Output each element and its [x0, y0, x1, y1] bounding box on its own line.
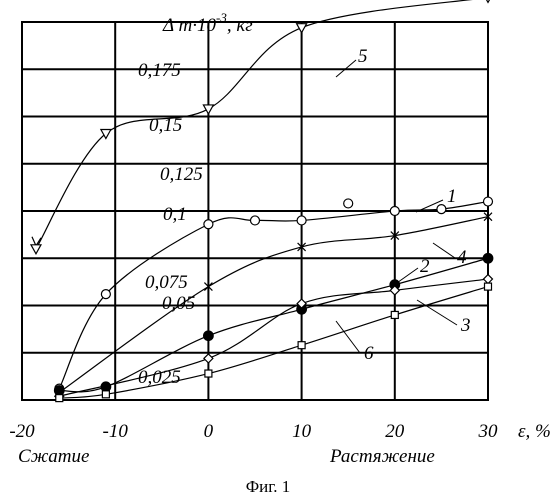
y-tick-label: 0,075: [145, 272, 188, 293]
marker-series-6: [205, 370, 212, 377]
x-axis-label: ε, %: [518, 421, 551, 442]
marker-series-2: [204, 331, 214, 341]
figure-caption: Фиг. 1: [246, 477, 291, 496]
marker-series-1: [484, 197, 493, 206]
leader-line-3: [417, 300, 457, 325]
marker-series-1: [437, 205, 446, 214]
x-tick-label: -20: [9, 421, 35, 442]
y-tick-label: 0,025: [138, 367, 181, 388]
marker-series-4: [298, 242, 306, 251]
marker-series-2: [101, 382, 111, 392]
leader-line-6: [336, 321, 360, 353]
marker-series-1: [390, 207, 399, 216]
marker-series-1: [344, 199, 353, 208]
x-tick-label: 10: [292, 421, 312, 442]
x-tick-label: -10: [103, 421, 129, 442]
marker-series-1: [297, 216, 306, 225]
series-label-6: 6: [364, 343, 374, 364]
marker-series-1: [251, 216, 260, 225]
marker-series-5: [31, 245, 41, 254]
marker-series-6: [56, 395, 63, 402]
series-label-3: 3: [460, 315, 471, 336]
series-label-2: 2: [420, 256, 430, 277]
marker-series-5: [483, 0, 493, 2]
x-tick-label: 0: [204, 421, 214, 442]
marker-series-6: [485, 283, 492, 290]
marker-series-3: [204, 354, 213, 363]
y-tick-label: 0,1: [163, 204, 187, 225]
y-axis-label: Δ m·10-3, кг: [162, 10, 253, 36]
series-labels: 1 2 3 4 5 6: [358, 46, 471, 364]
x-tick-label: 20: [385, 421, 405, 442]
series-label-4: 4: [457, 247, 467, 268]
x-tick-label: 30: [478, 421, 499, 442]
marker-series-1: [101, 290, 110, 299]
y-tick-labels: 0,025 0,050,075 0,1 0,125 0,15 0,175: [138, 60, 203, 388]
marker-series-1: [204, 220, 213, 229]
data-markers: [31, 0, 493, 402]
marker-series-2: [483, 253, 493, 263]
y-tick-label: 0,125: [160, 164, 203, 185]
series-label-5: 5: [358, 46, 368, 67]
leader-line-4: [433, 243, 455, 258]
compression-label: Сжатие: [18, 446, 89, 467]
y-tick-label: 0,05: [162, 293, 195, 314]
marker-series-6: [298, 342, 305, 349]
marker-series-5: [297, 24, 307, 33]
marker-series-4: [204, 282, 212, 291]
marker-series-3: [484, 275, 493, 284]
marker-series-6: [102, 391, 109, 398]
y-tick-label: 0,15: [149, 115, 182, 136]
marker-series-5: [203, 105, 213, 114]
series-label-1: 1: [447, 186, 457, 207]
y-tick-label: 0,175: [138, 60, 181, 81]
tension-label: Растяжение: [329, 446, 435, 467]
x-tick-labels: -20 -10 0 10 20 30: [9, 421, 498, 442]
marker-series-6: [391, 311, 398, 318]
series-lines: [36, 0, 488, 398]
